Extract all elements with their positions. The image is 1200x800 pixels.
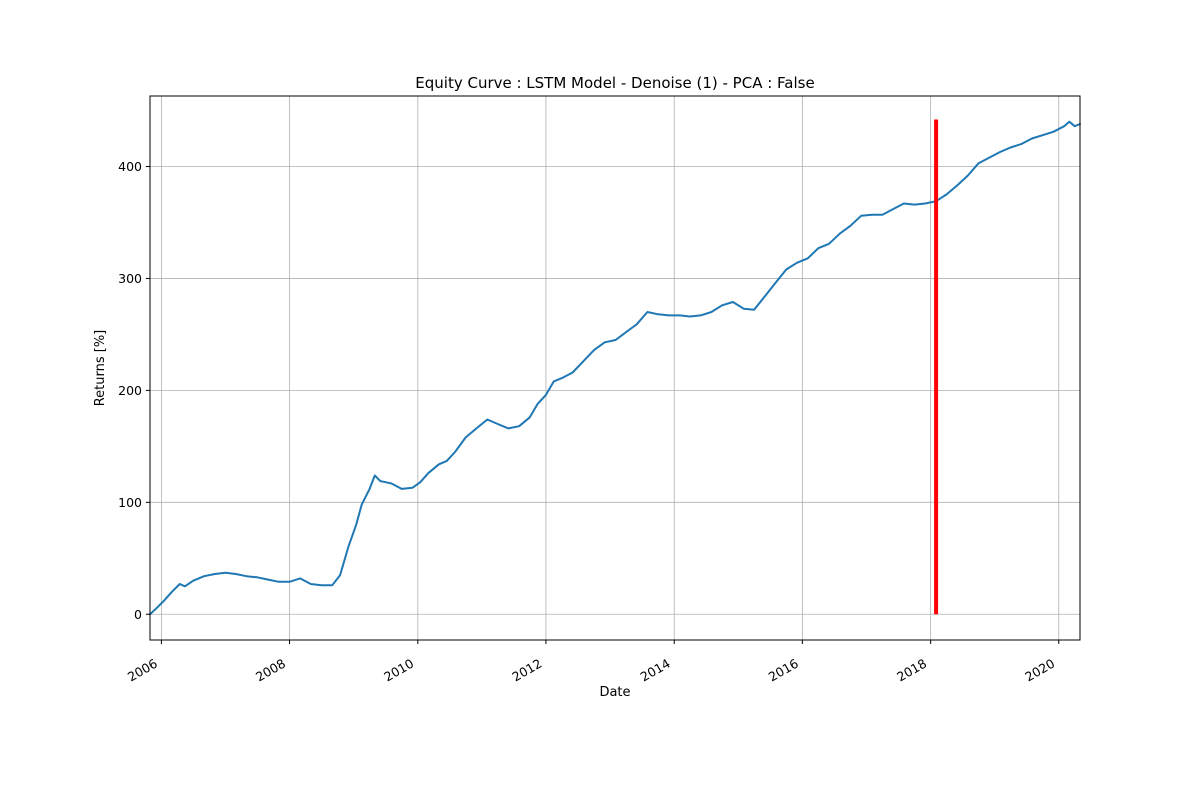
x-axis-label: Date (599, 685, 630, 700)
series-layer (149, 120, 1081, 616)
equity-curve-line (149, 120, 1081, 616)
axes-frame (149, 95, 1081, 641)
y-axis-ticks: 0 100 200 300 400 (118, 159, 150, 622)
chart-title: Equity Curve : LSTM Model - Denoise (1) … (415, 74, 814, 92)
y-tick-label: 300 (118, 271, 142, 286)
grid-lines (150, 96, 1080, 640)
y-axis-label: Returns [%] (93, 330, 108, 407)
y-tick-label: 0 (134, 607, 142, 622)
y-tick-label: 200 (118, 383, 142, 398)
y-tick-label: 400 (118, 159, 142, 174)
y-tick-label: 100 (118, 495, 142, 510)
